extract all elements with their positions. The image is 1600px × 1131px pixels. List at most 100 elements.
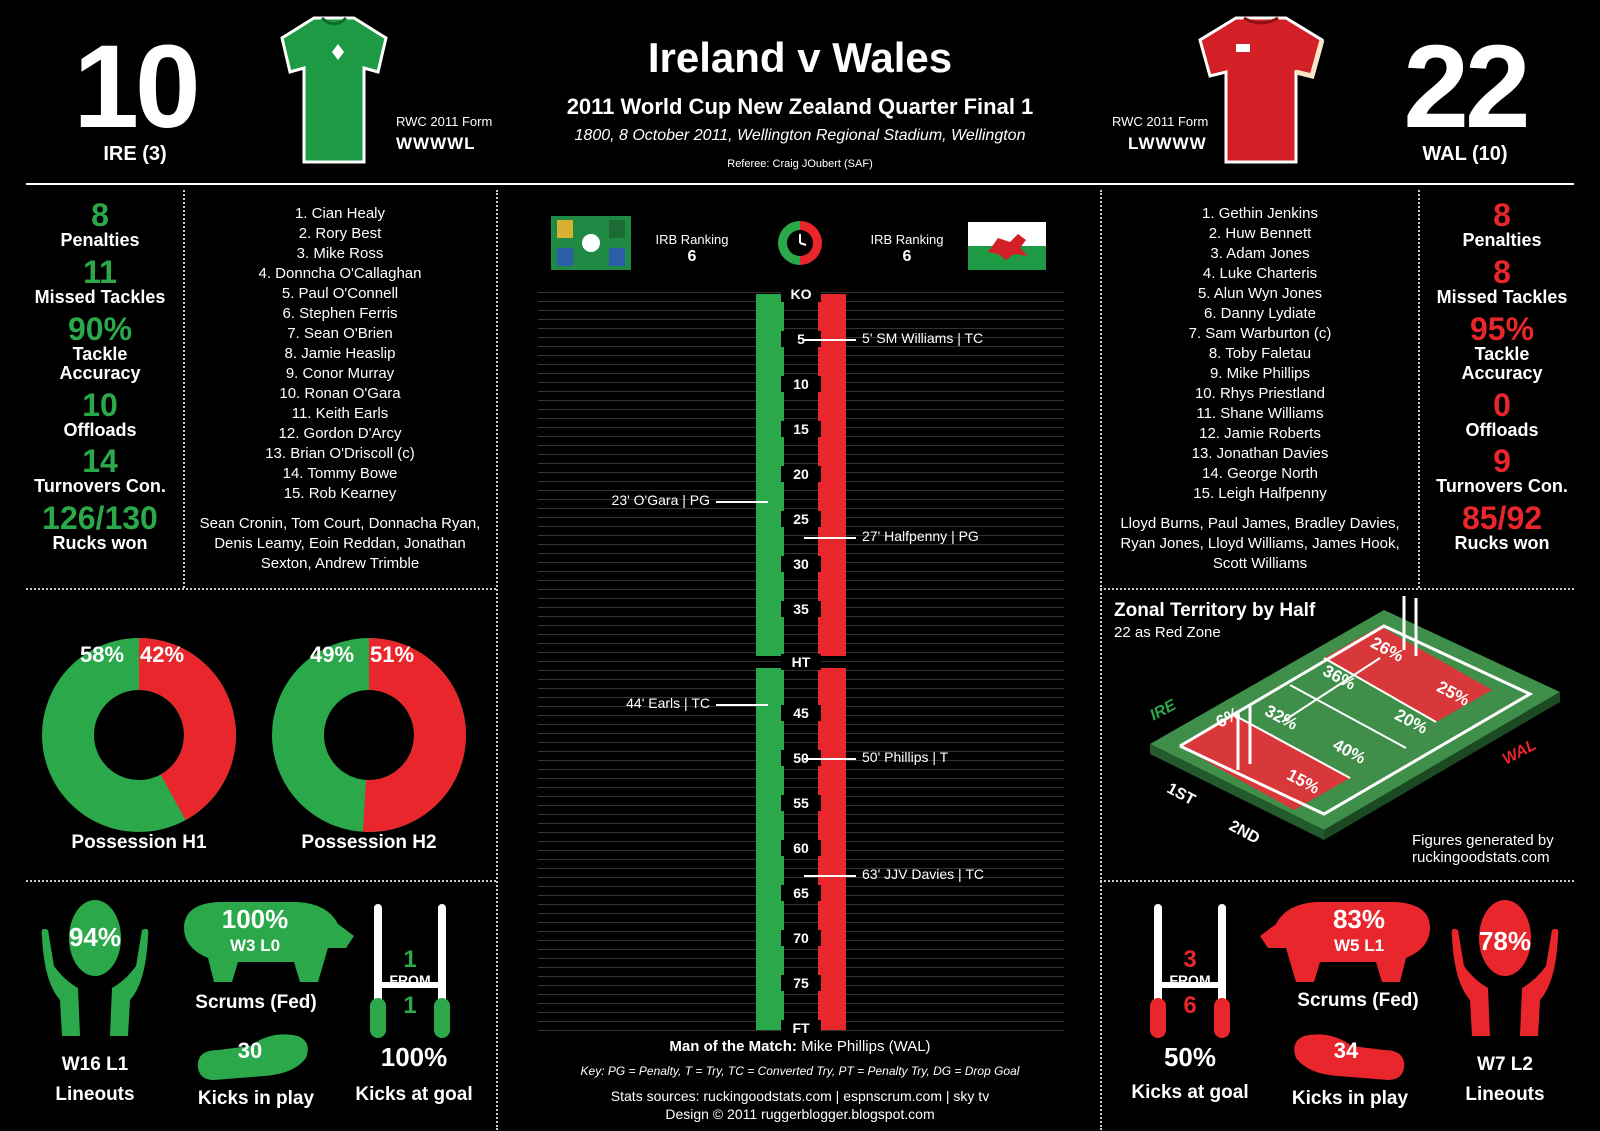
wales-ranking-label: IRB Ranking xyxy=(870,232,944,247)
wales-kag-attempts: 6 xyxy=(1183,992,1197,1019)
territory-subtitle: 22 as Red Zone xyxy=(1114,624,1221,641)
player: 7. Sean O'Brien xyxy=(287,325,393,342)
stat-label: Turnovers Con. xyxy=(1436,476,1568,497)
player: 12. Gordon D'Arcy xyxy=(278,425,402,442)
timeline-gridline xyxy=(538,904,1064,905)
key-legend: Key: PG = Penalty, T = Try, TC = Convert… xyxy=(580,1064,1020,1078)
timeline-event-marker xyxy=(804,875,856,877)
design-credit: Design © 2011 ruggerblogger.blogspot.com xyxy=(665,1106,935,1122)
timeline-event-marker xyxy=(716,501,768,503)
timeline-minute-label: 65 xyxy=(781,885,821,901)
wales-scrums-label: Scrums (Fed) xyxy=(1297,990,1419,1011)
wales-lineouts-pct: 78% xyxy=(1478,926,1532,956)
timeline-gridline xyxy=(538,778,1064,779)
lineout-hands-icon xyxy=(1451,900,1559,1036)
timeline-gridline xyxy=(538,328,1064,329)
timeline-gridline xyxy=(538,787,1064,788)
timeline-gridline xyxy=(538,967,1064,968)
timeline-event-label: 44' Earls | TC xyxy=(626,695,710,711)
wales-second-half-bar xyxy=(818,668,846,1030)
timeline-gridline xyxy=(538,409,1064,410)
timeline-gridline xyxy=(538,373,1064,374)
stat-label: Rucks won xyxy=(52,533,148,554)
player: 11. Keith Earls xyxy=(291,405,389,422)
timeline-minute-label: 50 xyxy=(781,750,821,766)
stat-label: Missed Tackles xyxy=(34,286,166,307)
scrum-rhino-icon xyxy=(1260,902,1430,982)
territory-credit: Figures generated by ruckingoodstats.com xyxy=(1412,832,1554,866)
timeline-minute-label: 70 xyxy=(781,930,821,946)
timeline-gridline xyxy=(538,742,1064,743)
timeline-gridline xyxy=(538,553,1064,554)
player: 10. Rhys Priestland xyxy=(1194,385,1326,402)
stat-value: 85/92 xyxy=(1461,500,1543,537)
ireland-form: WWWWL xyxy=(396,134,476,153)
stat-label: Offloads xyxy=(63,419,137,440)
timeline-gridline xyxy=(538,580,1064,581)
player: 1. Gethin Jenkins xyxy=(1202,205,1318,222)
ireland-kag-made: 1 xyxy=(403,946,417,973)
timeline-gridline xyxy=(538,499,1064,500)
player: 15. Rob Kearney xyxy=(283,485,397,502)
player: 14. Tommy Bowe xyxy=(282,465,398,482)
timeline-minute-label: 30 xyxy=(781,556,821,572)
timeline-gridline xyxy=(538,823,1064,824)
wales-score: 22 xyxy=(1403,21,1530,153)
wales-scrums-pct: 83% xyxy=(1332,904,1386,934)
wales-form-label: RWC 2011 Form xyxy=(1112,114,1209,129)
wales-share-arc xyxy=(272,638,466,832)
motm-value: Mike Phillips (WAL) xyxy=(801,1038,931,1055)
wales-share-arc xyxy=(42,638,236,832)
timeline-gridline xyxy=(538,319,1064,320)
timeline-minute-label: 15 xyxy=(781,421,821,437)
player: 11. Shane Williams xyxy=(1196,405,1324,422)
possession-h1-label: Possession H1 xyxy=(71,832,207,853)
territory-title: Zonal Territory by Half xyxy=(1114,600,1316,621)
timeline-gridline xyxy=(538,310,1064,311)
stat-value: 9 xyxy=(1493,443,1511,480)
timeline-gridline xyxy=(538,949,1064,950)
player: 9. Mike Phillips xyxy=(1209,365,1311,382)
timeline-minute-label: 25 xyxy=(781,511,821,527)
possession-h2-wales: 51% xyxy=(370,642,415,667)
divider xyxy=(1100,190,1102,1130)
timeline-minute-label: 75 xyxy=(781,975,821,991)
wales-kag-from: FROM xyxy=(1169,972,1211,988)
timeline-gridline xyxy=(538,355,1064,356)
possession-h1-ireland: 58% xyxy=(80,642,125,667)
clock-icon xyxy=(778,221,822,265)
timeline-event-label: 23' O'Gara | PG xyxy=(611,492,710,508)
stat-value: 0 xyxy=(1493,386,1511,423)
wales-first-half-bar xyxy=(818,294,846,656)
timeline-gridline xyxy=(538,418,1064,419)
player: 1. Cian Healy xyxy=(294,205,386,222)
timeline-event-marker xyxy=(804,758,856,760)
player: 10. Ronan O'Gara xyxy=(279,385,401,402)
timeline-minute-label: 5 xyxy=(781,331,821,347)
stat-value: 11 xyxy=(83,253,117,290)
timeline-gridline xyxy=(538,679,1064,680)
ireland-lineup: 1. Cian Healy 2. Rory Best 3. Mike Ross … xyxy=(190,204,490,574)
player: 12. Jamie Roberts xyxy=(1199,425,1321,442)
stat-label: Penalties xyxy=(1462,230,1542,250)
divider xyxy=(26,880,496,882)
player: 8. Toby Faletau xyxy=(1208,345,1312,362)
timeline-gridline xyxy=(538,733,1064,734)
ireland-ranking-label: IRB Ranking xyxy=(655,232,729,247)
stat-value: 90% xyxy=(67,310,133,347)
timeline-event-label: 50' Phillips | T xyxy=(862,749,949,765)
possession-h2-label: Possession H2 xyxy=(301,832,437,853)
timeline-event-label: 63' JJV Davies | TC xyxy=(862,866,984,882)
wales-lineup: 1. Gethin Jenkins 2. Huw Bennett 3. Adam… xyxy=(1110,204,1410,574)
divider xyxy=(1100,880,1574,882)
ireland-kicks-in-play: 30 xyxy=(237,1038,263,1063)
man-of-the-match: Man of the Match: Mike Phillips (WAL) xyxy=(520,1038,1080,1055)
timeline-event-marker xyxy=(804,339,856,341)
timeline-gridline xyxy=(538,535,1064,536)
timeline-event-marker xyxy=(804,537,856,539)
player: 6. Stephen Ferris xyxy=(282,305,398,322)
wales-label: WAL (10) xyxy=(1422,143,1508,165)
timeline-gridline xyxy=(538,643,1064,644)
timeline-gridline xyxy=(538,463,1064,464)
player: 15. Leigh Halfpenny xyxy=(1193,485,1327,502)
